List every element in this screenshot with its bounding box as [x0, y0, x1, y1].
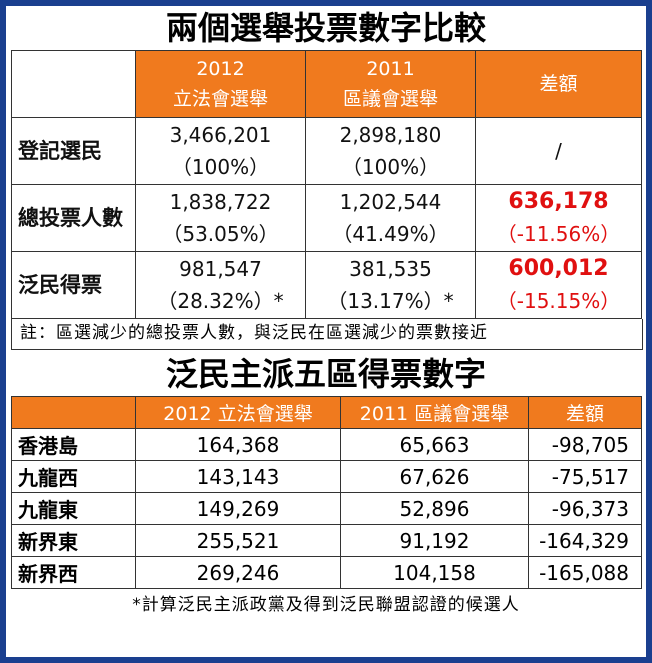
cell-difference: -75,517 [528, 460, 642, 493]
value: 1,202,544 [339, 190, 442, 214]
cell-2012: 143,143 [135, 460, 341, 493]
table-row: 新界東 255,521 91,192 -164,329 [11, 524, 642, 557]
header-election: 區議會選舉 [342, 88, 438, 110]
comparison-note: 註：區選減少的總投票人數，與泛民在區選減少的票數接近 [11, 319, 643, 350]
cell-2012: 981,547 （28.32%）* [135, 251, 306, 319]
header-difference: 差額 [475, 50, 642, 118]
percent: （13.17%）* [327, 289, 454, 313]
region-name: 香港島 [11, 428, 136, 461]
header-year: 2012 [196, 58, 245, 80]
header-2011: 2011 區議會選舉 [305, 50, 476, 118]
cell-difference: -96,373 [528, 492, 642, 525]
header-election: 立法會選舉 [172, 88, 268, 110]
header-region [11, 396, 136, 429]
row-label: 總投票人數 [11, 184, 136, 252]
cell-2012: 149,269 [135, 492, 341, 525]
region-name: 九龍西 [11, 460, 136, 493]
value: / [555, 139, 562, 163]
table-row: 九龍西 143,143 67,626 -75,517 [11, 460, 642, 493]
cell-difference: / [475, 117, 642, 185]
cell-2011: 65,663 [340, 428, 529, 461]
cell-2012: 164,368 [135, 428, 341, 461]
table-row: 總投票人數 1,838,722 （53.05%） 1,202,544 （41.49%… [11, 184, 642, 252]
cell-2011: 52,896 [340, 492, 529, 525]
header-2011: 2011 區議會選舉 [340, 396, 529, 429]
region-name: 新界東 [11, 524, 136, 557]
footnote: *計算泛民主派政黨及得到泛民聯盟認證的候選人 [132, 595, 520, 615]
percent: （-15.15%） [496, 289, 621, 313]
cell-2011: 2,898,180 （100%） [305, 117, 476, 185]
cell-2011: 104,158 [340, 556, 529, 589]
cell-2011: 381,535 （13.17%）* [305, 251, 476, 319]
value: 3,466,201 [169, 123, 272, 147]
region-name: 九龍東 [11, 492, 136, 525]
main-title: 兩個選舉投票數字比較 [165, 9, 486, 47]
value: 381,535 [349, 257, 432, 281]
cell-2012: 269,246 [135, 556, 341, 589]
cell-2012: 1,838,722 （53.05%） [135, 184, 306, 252]
cell-2011: 1,202,544 （41.49%） [305, 184, 476, 252]
table-row: 泛民得票 981,547 （28.32%）* 381,535 （13.17%）* 6… [11, 251, 642, 319]
cell-2011: 67,626 [340, 460, 529, 493]
header-difference: 差額 [528, 396, 642, 429]
percent: （100%） [341, 155, 440, 179]
cell-difference: 600,012 （-15.15%） [475, 251, 642, 319]
table-row: 新界西 269,246 104,158 -165,088 [11, 556, 642, 589]
cell-difference: -98,705 [528, 428, 642, 461]
section-title: 泛民主派五區得票數字 [165, 355, 486, 393]
region-header-row: 2012 立法會選舉 2011 區議會選舉 差額 [11, 396, 642, 429]
header-2012: 2012 立法會選舉 [135, 50, 306, 118]
value: 1,838,722 [169, 190, 272, 214]
percent: （28.32%）* [157, 289, 284, 313]
cell-difference: -165,088 [528, 556, 642, 589]
value: 981,547 [179, 257, 262, 281]
header-year: 2011 [366, 58, 415, 80]
row-label: 登記選民 [11, 117, 136, 185]
value: 2,898,180 [339, 123, 442, 147]
table-row: 香港島 164,368 65,663 -98,705 [11, 428, 642, 461]
percent: （100%） [171, 155, 270, 179]
comparison-table: 2012 立法會選舉 2011 區議會選舉 差額 登記選民 3,466,201 （… [11, 50, 642, 319]
cell-difference: 636,178 （-11.56%） [475, 184, 642, 252]
region-name: 新界西 [11, 556, 136, 589]
region-table: 2012 立法會選舉 2011 區議會選舉 差額 香港島 164,368 65,… [11, 396, 642, 589]
percent: （-11.56%） [496, 222, 621, 246]
cell-2011: 91,192 [340, 524, 529, 557]
cell-2012: 3,466,201 （100%） [135, 117, 306, 185]
cell-2012: 255,521 [135, 524, 341, 557]
comparison-header-row: 2012 立法會選舉 2011 區議會選舉 差額 [11, 50, 642, 118]
row-label: 泛民得票 [11, 251, 136, 319]
value: 600,012 [508, 256, 609, 281]
percent: （53.05%） [162, 222, 279, 246]
value: 636,178 [508, 189, 609, 214]
table-row: 九龍東 149,269 52,896 -96,373 [11, 492, 642, 525]
table-row: 登記選民 3,466,201 （100%） 2,898,180 （100%） / [11, 117, 642, 185]
empty-header-cell [11, 50, 136, 118]
cell-difference: -164,329 [528, 524, 642, 557]
header-label: 差額 [539, 73, 578, 95]
percent: （41.49%） [332, 222, 449, 246]
header-2012: 2012 立法會選舉 [135, 396, 341, 429]
